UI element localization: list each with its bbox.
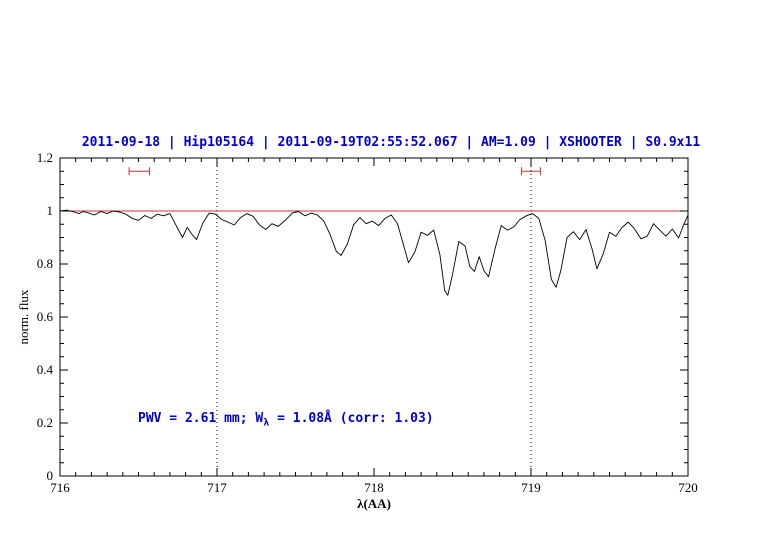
x-tick-label: 719 (521, 480, 541, 495)
y-tick-label: 0.2 (37, 415, 53, 430)
y-tick-label: 1.2 (37, 150, 53, 165)
annotation-lambda-subscript: λ (263, 417, 270, 429)
y-tick-label: 0.8 (37, 256, 53, 271)
y-tick-label: 0.6 (37, 309, 54, 324)
y-tick-label: 0.4 (37, 362, 54, 377)
x-tick-label: 716 (50, 480, 70, 495)
annotation-text-post: = 1.08Å (corr: 1.03) (269, 411, 434, 426)
pwv-annotation: PWV = 2.61 mm; Wλ = 1.08Å (corr: 1.03) (138, 411, 434, 429)
x-tick-label: 717 (207, 480, 227, 495)
x-tick-label: 718 (364, 480, 384, 495)
annotation-text-pre: PWV = 2.61 mm; W (138, 411, 264, 426)
x-tick-label: 720 (678, 480, 698, 495)
spectrum-line (59, 209, 689, 296)
x-axis-label: λ(AA) (357, 496, 391, 511)
y-tick-label: 0 (47, 468, 54, 483)
y-tick-label: 1 (47, 203, 54, 218)
plot-title: 2011-09-18 | Hip105164 | 2011-09-19T02:5… (81, 135, 701, 150)
